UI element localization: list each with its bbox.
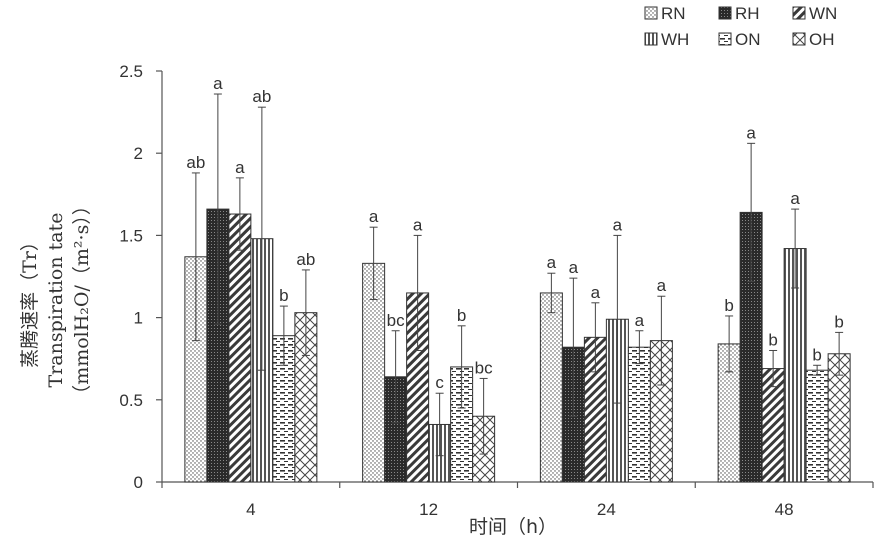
significance-label: a (369, 207, 379, 226)
significance-label: b (768, 330, 777, 349)
legend-label-on: ON (735, 30, 761, 49)
legend-label-oh: OH (809, 30, 835, 49)
significance-label: a (591, 283, 601, 302)
significance-label: ab (252, 87, 271, 106)
y-tick-label: 2 (134, 144, 143, 163)
significance-label: a (569, 258, 579, 277)
legend-label-wn: WN (809, 4, 837, 23)
legend-swatch-wn (792, 6, 806, 20)
legend-swatch-wh (644, 32, 658, 46)
significance-label: a (746, 123, 756, 142)
y-tick-label: 1.5 (119, 226, 143, 245)
significance-label: bc (387, 311, 405, 330)
significance-label: a (547, 253, 557, 272)
legend-swatch-on (718, 32, 732, 46)
significance-label: a (413, 215, 423, 234)
significance-label: a (235, 158, 245, 177)
legend-swatch-rh (718, 6, 732, 20)
significance-label: a (657, 276, 667, 295)
y-axis-title-line-2: Transpiration tate (45, 213, 67, 388)
significance-label: a (790, 189, 800, 208)
x-tick-label: 48 (775, 500, 794, 519)
legend-swatch-rn (644, 6, 658, 20)
x-axis-title: 时间（h） (469, 516, 557, 538)
significance-label: b (279, 286, 288, 305)
y-axis-title-line-3: （mmolH₂O/（m²·s）） (71, 196, 93, 404)
bar-on (627, 346, 651, 483)
significance-label: b (724, 296, 733, 315)
significance-label: b (834, 312, 843, 331)
legend-label-wh: WH (661, 30, 689, 49)
x-tick-label: 12 (419, 500, 438, 519)
y-tick-label: 1 (134, 309, 143, 328)
significance-label: ab (296, 250, 315, 269)
significance-label: bc (475, 358, 493, 377)
significance-label: a (213, 74, 223, 93)
significance-label: ab (186, 153, 205, 172)
legend-swatch-oh (792, 32, 806, 46)
significance-label: b (812, 345, 821, 364)
legend-label-rh: RH (735, 4, 760, 23)
significance-label: c (435, 373, 444, 392)
x-tick-label: 4 (246, 500, 255, 519)
legend: RN RH WN WH ON OH (644, 4, 837, 49)
significance-label: a (635, 311, 645, 330)
y-axis-title: 蒸腾速率（Tr） Transpiration tate （mmolH₂O/（m²… (19, 196, 93, 404)
significance-label: a (613, 215, 623, 234)
bar-rn (539, 292, 563, 483)
significance-label: b (457, 306, 466, 325)
x-tick-label: 24 (597, 500, 616, 519)
bar-wn (228, 213, 252, 483)
y-tick-label: 0.5 (119, 391, 143, 410)
y-tick-label: 2.5 (119, 62, 143, 81)
y-tick-label: 0 (134, 473, 143, 492)
y-axis-title-line-1: 蒸腾速率（Tr） (19, 232, 41, 368)
bar-on (805, 369, 829, 483)
legend-label-rn: RN (661, 4, 686, 23)
